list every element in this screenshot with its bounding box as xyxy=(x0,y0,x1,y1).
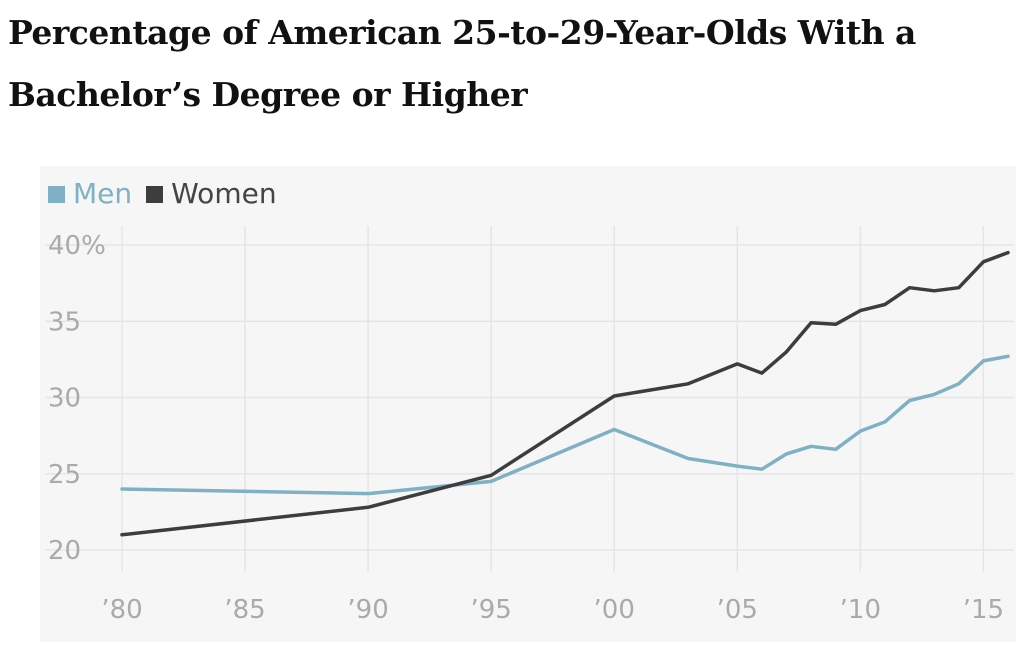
x-tick-label: ’85 xyxy=(224,595,265,625)
x-tick-label: ’95 xyxy=(470,595,511,625)
series-line-men xyxy=(120,354,1010,496)
chart-title: Percentage of American 25-to-29-Year-Old… xyxy=(8,13,916,114)
x-tick-label: ’05 xyxy=(717,595,758,625)
x-tick-label: ’80 xyxy=(101,595,142,625)
y-axis-ticks: 20 25 30 35 40% xyxy=(48,231,106,566)
y-tick-label: 30 xyxy=(48,384,81,414)
legend-item-women: Women xyxy=(146,176,277,212)
legend-swatch xyxy=(146,185,164,203)
legend-label: Women xyxy=(171,177,277,210)
series-lines xyxy=(120,250,1010,537)
x-tick-label: ’15 xyxy=(963,595,1004,625)
grid xyxy=(45,226,1014,572)
legend-label: Men xyxy=(73,177,133,210)
y-tick-label: 40% xyxy=(48,231,106,261)
legend: Men Women xyxy=(48,176,291,212)
y-tick-label: 35 xyxy=(48,307,81,337)
legend-swatch xyxy=(48,185,65,203)
x-tick-label: ’00 xyxy=(594,595,635,625)
x-tick-label: ’90 xyxy=(347,595,388,625)
x-axis-ticks: ’80 ’85 ’90 ’95 ’00 ’05 ’10 ’15 xyxy=(101,595,1004,625)
x-tick-label: ’10 xyxy=(840,595,881,625)
legend-item-men: Men xyxy=(48,176,132,212)
series-line-women xyxy=(120,250,1010,537)
y-tick-label: 25 xyxy=(48,460,81,490)
y-tick-label: 20 xyxy=(48,536,81,566)
